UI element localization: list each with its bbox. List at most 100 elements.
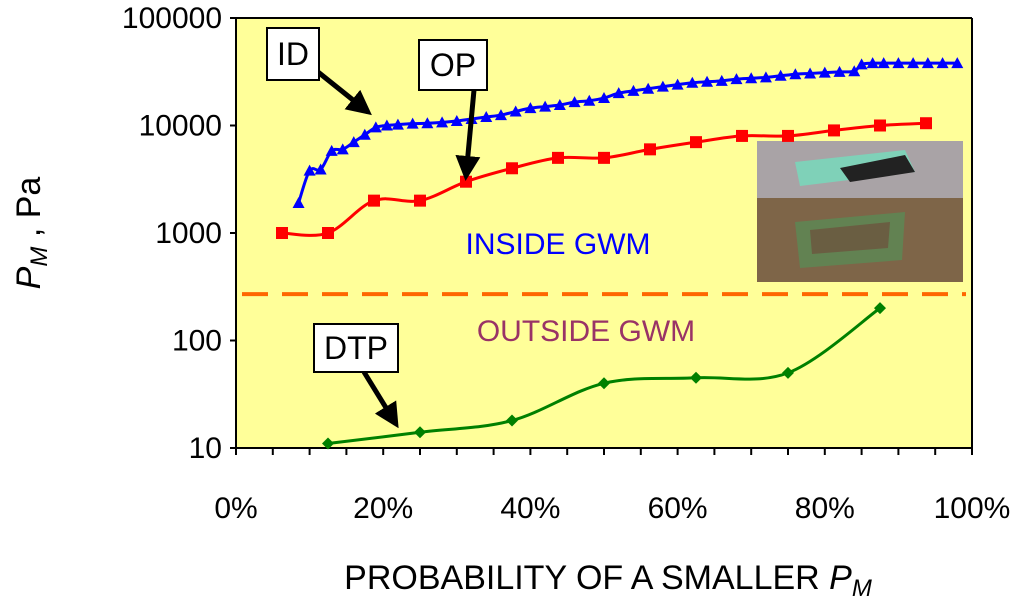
y-tick-label: 10000 (139, 110, 222, 143)
callout-box (418, 39, 488, 91)
data-point (745, 72, 758, 84)
data-point (539, 100, 552, 112)
data-point (598, 151, 610, 164)
data-point (414, 194, 426, 207)
x-tick-label: 20% (353, 492, 413, 525)
data-point (369, 121, 382, 133)
data-point (627, 84, 640, 96)
data-point (818, 66, 831, 78)
data-point (730, 73, 743, 85)
x-tick-label: 0% (214, 492, 257, 525)
region-label-outside: OUTSIDE GWM (477, 315, 695, 348)
callout-box (266, 27, 320, 81)
data-point (920, 117, 932, 130)
callout-label: ID (277, 36, 309, 72)
data-point (494, 109, 507, 121)
data-point (450, 115, 463, 127)
data-point (877, 57, 890, 69)
data-point (322, 437, 334, 450)
data-point (583, 94, 596, 106)
data-point (612, 87, 625, 99)
data-point (460, 175, 472, 188)
x-tick-label: 100% (934, 492, 1011, 525)
data-point (598, 92, 610, 104)
callout-box (313, 323, 399, 373)
series-id (292, 57, 964, 209)
data-point (671, 78, 684, 90)
data-point (874, 119, 886, 132)
data-point (690, 371, 702, 384)
data-point (686, 76, 699, 88)
data-point (874, 302, 886, 315)
data-point (358, 128, 371, 140)
data-point (322, 227, 334, 239)
series-op (276, 117, 932, 239)
data-point (866, 57, 879, 69)
data-point (848, 65, 861, 77)
data-point (892, 57, 905, 69)
data-point (782, 366, 794, 379)
data-point (759, 71, 772, 83)
data-point (774, 69, 787, 81)
data-point (833, 65, 846, 77)
callout-dtp: DTP (313, 323, 399, 429)
data-point (506, 414, 518, 427)
data-point (406, 117, 419, 129)
callout-arrow (361, 370, 399, 429)
data-point (690, 136, 702, 149)
callout-label: OP (430, 47, 476, 83)
y-tick-label: 1000 (155, 217, 222, 250)
data-point (380, 119, 393, 131)
data-point (506, 162, 518, 175)
data-point (325, 144, 338, 156)
data-point (921, 57, 934, 69)
data-point (552, 151, 564, 164)
data-point (642, 82, 655, 94)
inset-photo-object-dark (840, 155, 915, 182)
data-point (804, 67, 817, 79)
callout-id: ID (266, 27, 372, 116)
data-point (276, 227, 288, 239)
y-tick-label: 10 (189, 432, 222, 465)
data-point (789, 68, 802, 80)
data-point (656, 80, 669, 92)
data-point (715, 74, 728, 86)
data-point (701, 75, 714, 87)
data-point (598, 377, 610, 390)
data-point (644, 143, 656, 156)
region-label-inside: INSIDE GWM (466, 228, 651, 261)
data-point (303, 164, 316, 176)
data-point (553, 99, 566, 111)
callout-arrow (316, 70, 372, 116)
y-tick-label: 100 (172, 325, 222, 358)
data-point (421, 117, 434, 129)
y-tick-label: 100000 (122, 2, 222, 35)
data-point (936, 57, 949, 69)
data-point (336, 143, 349, 155)
data-point (436, 116, 449, 128)
data-point (368, 194, 380, 207)
x-tick-label: 60% (648, 492, 708, 525)
data-point (828, 124, 840, 137)
y-axis-title: PM , Pa (10, 177, 53, 290)
data-point (509, 105, 522, 117)
photo-icon (757, 141, 963, 282)
series-dtp (322, 302, 886, 450)
data-point (907, 57, 920, 69)
x-tick-label: 40% (500, 492, 560, 525)
x-tick-label: 80% (795, 492, 855, 525)
callout-op: OP (418, 39, 488, 181)
data-point (347, 136, 360, 148)
x-axis-title: PROBABILITY OF A SMALLER PM (344, 559, 872, 599)
data-point (782, 129, 794, 142)
data-point (524, 102, 537, 114)
data-point (951, 57, 964, 69)
data-point (292, 197, 305, 209)
data-point (736, 129, 748, 142)
data-point (480, 110, 493, 122)
data-point (391, 118, 404, 130)
callout-arrow (455, 89, 481, 181)
inset-photo-reflection-inner (810, 222, 890, 254)
callout-label: DTP (324, 330, 388, 366)
